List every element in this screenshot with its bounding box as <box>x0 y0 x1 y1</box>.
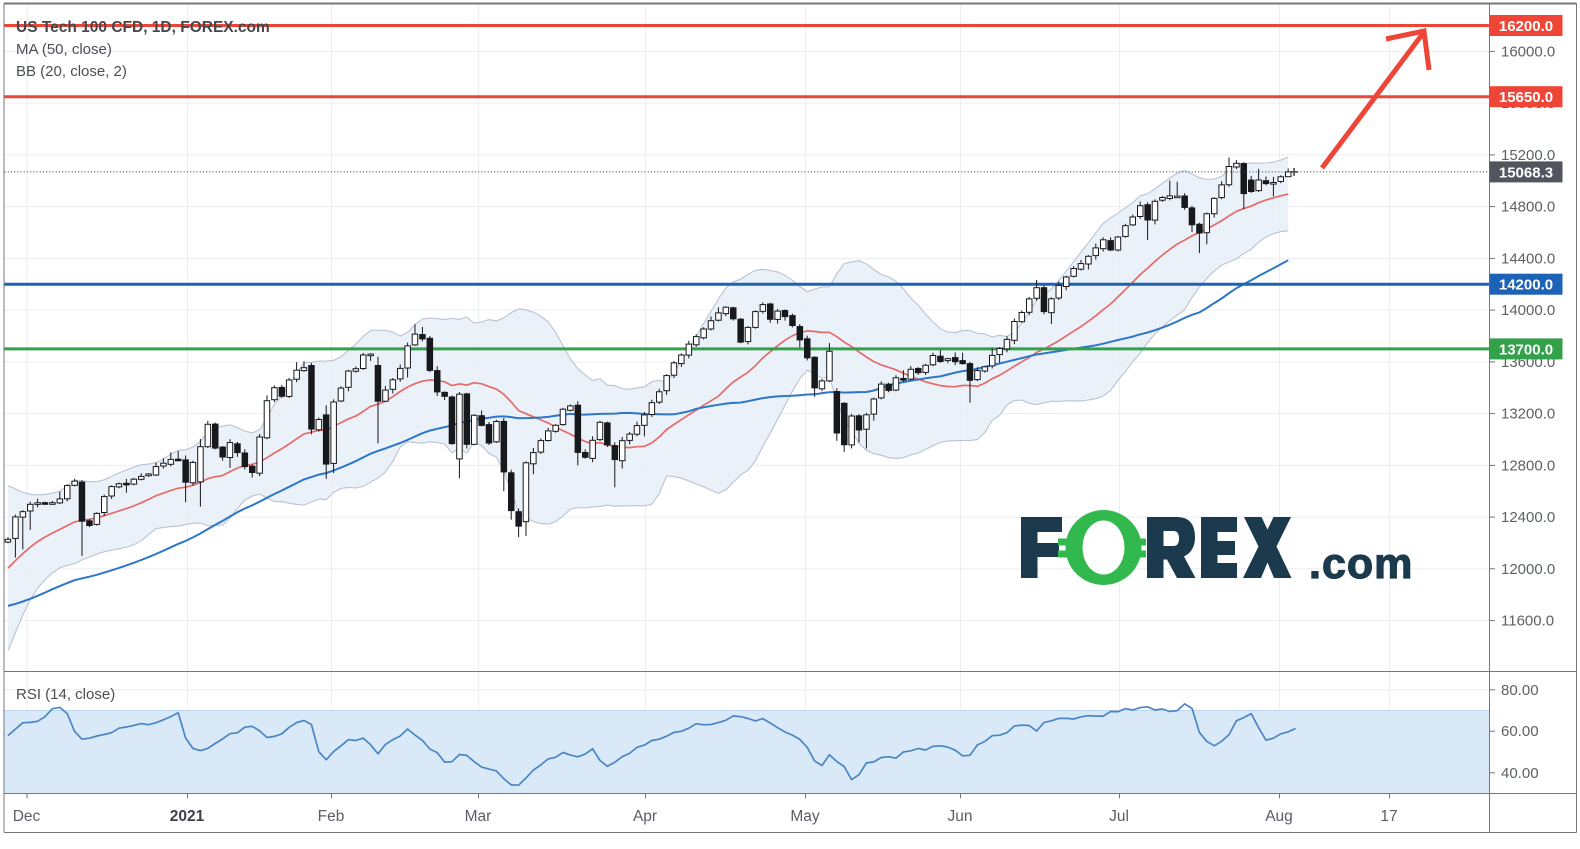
svg-text:14000.0: 14000.0 <box>1501 302 1555 319</box>
svg-text:16000.0: 16000.0 <box>1501 43 1555 60</box>
svg-text:Jun: Jun <box>948 808 973 825</box>
svg-text:12000.0: 12000.0 <box>1501 561 1555 578</box>
svg-text:Feb: Feb <box>318 808 345 825</box>
svg-text:15068.3: 15068.3 <box>1499 164 1553 181</box>
svg-text:15650.0: 15650.0 <box>1499 89 1553 106</box>
svg-text:RSI (14, close): RSI (14, close) <box>16 686 115 703</box>
svg-text:Dec: Dec <box>13 808 41 825</box>
svg-text:13200.0: 13200.0 <box>1501 406 1555 423</box>
svg-text:May: May <box>790 808 820 825</box>
svg-text:.com: .com <box>1309 540 1413 588</box>
svg-text:14400.0: 14400.0 <box>1501 250 1555 267</box>
svg-text:40.00: 40.00 <box>1501 765 1539 782</box>
svg-text:16200.0: 16200.0 <box>1499 18 1553 35</box>
svg-text:14800.0: 14800.0 <box>1501 199 1555 216</box>
svg-text:Mar: Mar <box>465 808 492 825</box>
svg-text:14200.0: 14200.0 <box>1499 277 1553 294</box>
svg-text:12800.0: 12800.0 <box>1501 457 1555 474</box>
svg-text:15200.0: 15200.0 <box>1501 147 1555 164</box>
svg-text:11600.0: 11600.0 <box>1501 613 1554 630</box>
svg-text:13700.0: 13700.0 <box>1499 341 1553 358</box>
svg-text:17: 17 <box>1380 808 1397 825</box>
svg-text:Apr: Apr <box>633 808 657 825</box>
svg-text:12400.0: 12400.0 <box>1501 509 1555 526</box>
svg-text:60.00: 60.00 <box>1501 723 1539 740</box>
svg-text:80.00: 80.00 <box>1501 682 1539 699</box>
svg-text:Aug: Aug <box>1265 808 1293 825</box>
svg-text:2021: 2021 <box>170 808 205 825</box>
svg-text:MA (50, close): MA (50, close) <box>16 41 112 58</box>
svg-text:Jul: Jul <box>1109 808 1129 825</box>
svg-text:US Tech 100 CFD, 1D, FOREX.com: US Tech 100 CFD, 1D, FOREX.com <box>16 19 270 36</box>
svg-text:BB (20, close, 2): BB (20, close, 2) <box>16 63 127 80</box>
